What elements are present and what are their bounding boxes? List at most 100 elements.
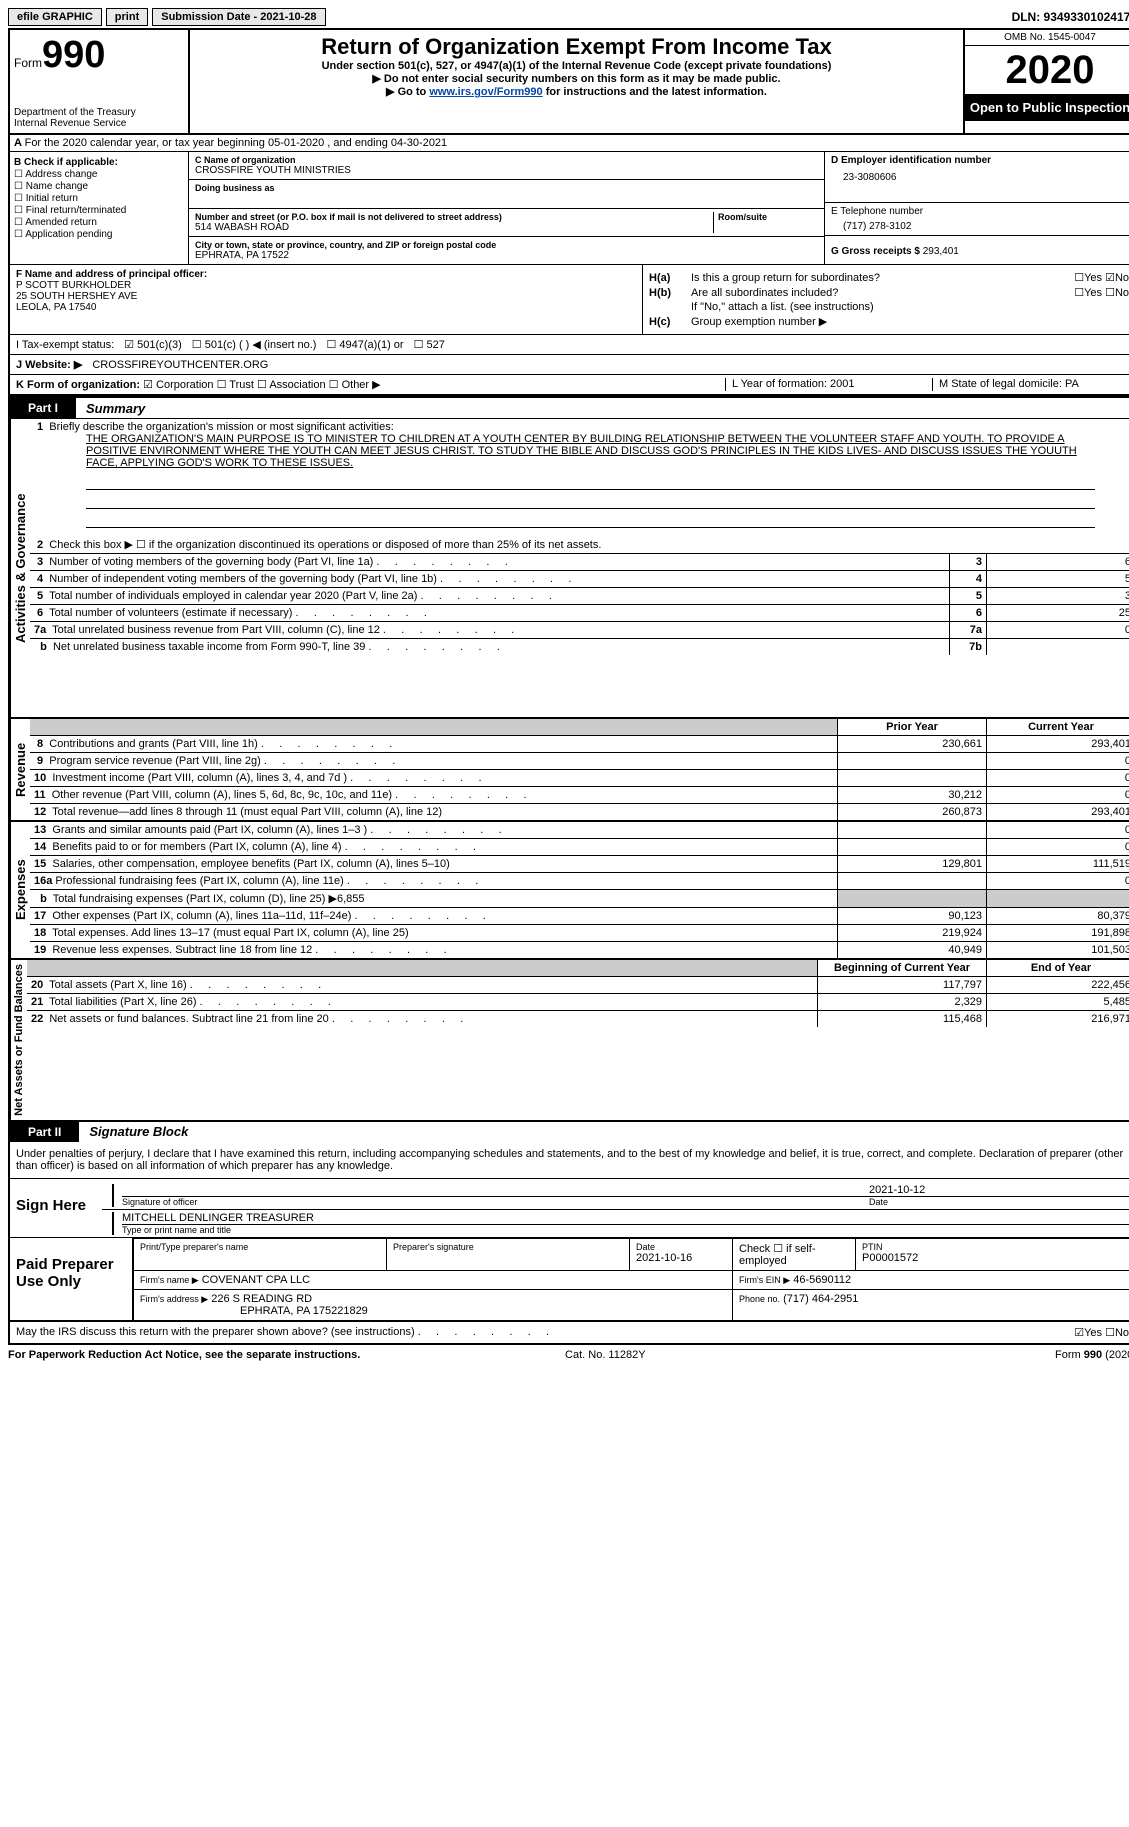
subtitle-1: Under section 501(c), 527, or 4947(a)(1)… [198,60,955,72]
top-toolbar: efile GRAPHIC print Submission Date - 20… [8,8,1129,26]
hb-label: H(b) [649,287,691,299]
check-address-change[interactable]: Address change [14,169,184,180]
city-state-zip: EPHRATA, PA 17522 [195,250,818,261]
footer-mid: Cat. No. 11282Y [565,1349,646,1361]
discuss-yesno[interactable]: ☑Yes ☐No [1074,1326,1129,1339]
net-assets-table: Beginning of Current YearEnd of Year 20 … [27,960,1129,1027]
table-row: 5 Total number of individuals employed i… [30,588,1129,605]
header-right: OMB No. 1545-0047 2020 Open to Public In… [963,30,1129,133]
ha-label: H(a) [649,272,691,284]
table-row: 18 Total expenses. Add lines 13–17 (must… [30,925,1129,942]
form-title: Return of Organization Exempt From Incom… [198,34,955,60]
discuss-text: May the IRS discuss this return with the… [16,1326,549,1339]
print-button[interactable]: print [106,8,148,26]
paid-prep-label: Paid Preparer Use Only [10,1238,133,1320]
firm-addr2: EPHRATA, PA 175221829 [140,1305,368,1317]
form990-link[interactable]: www.irs.gov/Form990 [429,86,542,98]
form-container: Form990 Department of the Treasury Inter… [8,28,1129,1345]
table-row: 12 Total revenue—add lines 8 through 11 … [30,804,1129,821]
table-row: 4 Number of independent voting members o… [30,571,1129,588]
firm-ein-label: Firm's EIN ▶ [739,1275,790,1285]
self-employed-check[interactable]: Check ☐ if self-employed [733,1238,856,1270]
opt-trust[interactable]: ☐ Trust [217,379,254,391]
line1-text: Briefly describe the organization's miss… [49,421,393,433]
table-row: 14 Benefits paid to or for members (Part… [30,839,1129,856]
firm-phone-label: Phone no. [739,1294,780,1304]
hb-note: If "No," attach a list. (see instruction… [691,301,1129,313]
table-row: b Total fundraising expenses (Part IX, c… [30,890,1129,908]
form-number: 990 [42,34,105,76]
officer-name-field: MITCHELL DENLINGER TREASURER Type or pri… [112,1212,1129,1235]
opt-527[interactable]: ☐ 527 [414,338,445,351]
vert-net-assets: Net Assets or Fund Balances [10,960,27,1120]
part2-title: Signature Block [79,1124,188,1139]
sign-here-block: Sign Here 2021-10-12 Signature of office… [10,1179,1129,1238]
officer-signature-field[interactable]: 2021-10-12 Signature of officerDate [112,1184,1129,1207]
prep-sig-label: Preparer's signature [393,1242,623,1252]
dln-label: DLN: 93493301024171 [1012,10,1129,24]
opt-assoc[interactable]: ☐ Association [257,379,326,391]
date-label: Date [869,1197,1129,1207]
section-bcde: B Check if applicable: Address change Na… [10,152,1129,265]
hdr-beginning: Beginning of Current Year [818,960,987,977]
form-label: Form [14,56,42,70]
table-row: 16a Professional fundraising fees (Part … [30,873,1129,890]
hb-text: Are all subordinates included? [691,287,1074,299]
hc-label: H(c) [649,316,691,328]
mission-blank-lines [30,469,1129,536]
part2-header: Part II Signature Block [10,1120,1129,1142]
goto-post: for instructions and the latest informat… [543,86,767,98]
check-app-pending[interactable]: Application pending [14,229,184,240]
box-de: D Employer identification number 23-3080… [824,152,1129,264]
check-name-change[interactable]: Name change [14,181,184,192]
check-final-return[interactable]: Final return/terminated [14,205,184,216]
check-amended[interactable]: Amended return [14,217,184,228]
room-label: Room/suite [718,212,818,222]
row-klm: K Form of organization: ☑ Corporation ☐ … [10,375,1129,396]
table-row: 11 Other revenue (Part VIII, column (A),… [30,787,1129,804]
prep-date: 2021-10-16 [636,1252,726,1264]
tax-year: 2020 [965,46,1129,94]
opt-4947[interactable]: ☐ 4947(a)(1) or [326,338,403,351]
firm-addr-label: Firm's address ▶ [140,1294,208,1304]
discuss-row: May the IRS discuss this return with the… [10,1322,1129,1343]
year-formation: L Year of formation: 2001 [725,378,932,391]
ha-yesno[interactable]: ☐Yes ☑No [1074,271,1129,284]
box-h: H(a) Is this a group return for subordin… [643,265,1129,334]
table-row: 22 Net assets or fund balances. Subtract… [27,1011,1129,1028]
form-header: Form990 Department of the Treasury Inter… [10,30,1129,135]
firm-name: COVENANT CPA LLC [202,1274,310,1286]
opt-corp[interactable]: ☑ Corporation [143,379,213,391]
footer-right: Form 990 (2020) [1055,1349,1129,1361]
ptin-label: PTIN [862,1242,1128,1252]
sign-here-label: Sign Here [10,1179,102,1237]
table-row: 8 Contributions and grants (Part VIII, l… [30,736,1129,753]
phone-value: (717) 278-3102 [831,217,1129,232]
officer-name: P SCOTT BURKHOLDER [16,280,131,291]
firm-addr1: 226 S READING RD [211,1293,312,1305]
opt-other[interactable]: ☐ Other ▶ [329,379,381,391]
table-row: 21 Total liabilities (Part X, line 26)2,… [27,994,1129,1011]
prep-name-label: Print/Type preparer's name [140,1242,380,1252]
vert-expenses: Expenses [10,822,30,958]
hdr-prior: Prior Year [838,719,987,736]
row-a: A For the 2020 calendar year, or tax yea… [10,135,1129,152]
header-mid: Return of Organization Exempt From Incom… [190,30,963,133]
subtitle-2: Do not enter social security numbers on … [198,72,955,85]
opt-501c[interactable]: ☐ 501(c) ( ) ◀ (insert no.) [192,338,317,351]
header-left: Form990 Department of the Treasury Inter… [10,30,190,133]
hb-yesno[interactable]: ☐Yes ☐No [1074,286,1129,299]
expenses-table: 13 Grants and similar amounts paid (Part… [30,822,1129,958]
table-row: 9 Program service revenue (Part VIII, li… [30,753,1129,770]
check-initial-return[interactable]: Initial return [14,193,184,204]
opt-501c3[interactable]: ☑ 501(c)(3) [124,338,182,351]
street-address: 514 WABASH ROAD [195,222,713,233]
box-b-header: B Check if applicable: [14,157,184,168]
table-row: 3 Number of voting members of the govern… [30,554,1129,571]
part1-title: Summary [76,401,145,416]
box-f: F Name and address of principal officer:… [10,265,643,334]
ein-label: D Employer identification number [831,155,1129,166]
hdr-current: Current Year [987,719,1129,736]
revenue-table: Prior YearCurrent Year 8 Contributions a… [30,719,1129,820]
section-fh: F Name and address of principal officer:… [10,265,1129,335]
